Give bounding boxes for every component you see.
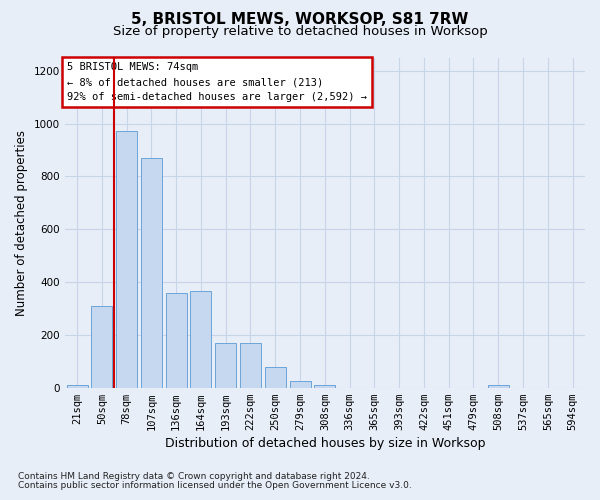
Bar — [488, 385, 509, 388]
Y-axis label: Number of detached properties: Number of detached properties — [15, 130, 28, 316]
Text: Size of property relative to detached houses in Worksop: Size of property relative to detached ho… — [113, 25, 487, 38]
Bar — [91, 306, 112, 388]
Bar — [215, 343, 236, 388]
Bar — [116, 132, 137, 388]
Text: 5 BRISTOL MEWS: 74sqm
← 8% of detached houses are smaller (213)
92% of semi-deta: 5 BRISTOL MEWS: 74sqm ← 8% of detached h… — [67, 62, 367, 102]
X-axis label: Distribution of detached houses by size in Worksop: Distribution of detached houses by size … — [164, 437, 485, 450]
Text: Contains public sector information licensed under the Open Government Licence v3: Contains public sector information licen… — [18, 481, 412, 490]
Text: 5, BRISTOL MEWS, WORKSOP, S81 7RW: 5, BRISTOL MEWS, WORKSOP, S81 7RW — [131, 12, 469, 28]
Bar — [314, 385, 335, 388]
Bar — [240, 343, 261, 388]
Text: Contains HM Land Registry data © Crown copyright and database right 2024.: Contains HM Land Registry data © Crown c… — [18, 472, 370, 481]
Bar — [67, 385, 88, 388]
Bar — [190, 292, 211, 388]
Bar — [141, 158, 162, 388]
Bar — [265, 366, 286, 388]
Bar — [290, 381, 311, 388]
Bar — [166, 292, 187, 388]
